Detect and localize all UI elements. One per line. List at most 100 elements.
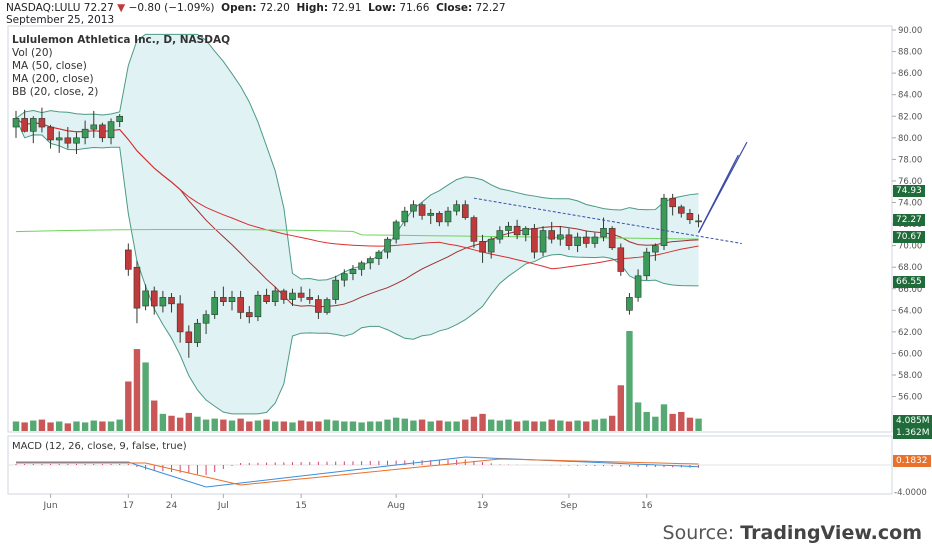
high-label: High: xyxy=(296,2,329,14)
volume-bar xyxy=(56,421,63,431)
volume-bar xyxy=(116,419,123,431)
volume-bar xyxy=(488,419,495,431)
candle-body xyxy=(150,290,158,307)
breakout-arrow-2 xyxy=(698,141,748,233)
volume-bar xyxy=(462,419,469,431)
candle-body xyxy=(375,251,383,259)
volume-bar xyxy=(349,421,357,431)
volume-bar xyxy=(107,421,115,431)
candle-body xyxy=(487,238,495,253)
open-label: Open: xyxy=(221,2,257,14)
candle-body xyxy=(582,236,590,244)
volume-bar xyxy=(513,421,521,431)
x-tick-label: Jun xyxy=(43,501,58,511)
candle-body xyxy=(202,314,210,324)
volume-bar xyxy=(600,418,607,431)
candle-body xyxy=(565,234,573,246)
volume-bar xyxy=(315,421,322,431)
open-value: 72.20 xyxy=(259,2,290,14)
volume-bar xyxy=(254,420,262,431)
candle-body xyxy=(133,266,141,309)
price-change: −0.80 (−1.09%) xyxy=(128,2,215,14)
bollinger-lower xyxy=(15,118,699,415)
candle-body xyxy=(677,206,685,214)
volume-tag: 1.362M xyxy=(893,427,932,439)
candle-body xyxy=(557,234,564,240)
legend-bb[interactable]: BB (20, close, 2) xyxy=(12,86,99,98)
macd-tick-label: -4.0000 xyxy=(894,488,927,498)
volume-bar xyxy=(159,413,167,431)
candle-body xyxy=(81,128,89,139)
candle-body xyxy=(470,217,478,242)
candle-body xyxy=(366,258,374,264)
y-tick-label: 84.00 xyxy=(898,91,922,101)
candle-body xyxy=(444,210,452,223)
candle-body xyxy=(608,228,616,249)
volume-bar xyxy=(367,421,374,431)
volume-bar xyxy=(12,421,20,431)
y-tick-label: 74.00 xyxy=(898,199,922,209)
candle-body xyxy=(254,294,262,318)
macd-legend[interactable]: MACD (12, 26, close, 9, false, true) xyxy=(12,441,187,452)
volume-bar xyxy=(228,420,236,431)
candle-body xyxy=(47,126,54,141)
candle-body xyxy=(591,236,599,244)
volume-bar xyxy=(168,415,175,431)
price-tag: 72.27 xyxy=(893,214,925,227)
low-value: 71.66 xyxy=(399,2,430,14)
symbol-header: NASDAQ:LULU 72.27 ▼ −0.80 (−1.09%) Open:… xyxy=(6,2,506,14)
macd-value-tag: 0.1832 xyxy=(893,455,931,467)
source-credit: Source: TradingView.com xyxy=(663,522,922,544)
candle-body xyxy=(600,228,607,238)
y-tick-label: 70.00 xyxy=(898,242,922,252)
candle-body xyxy=(280,290,288,300)
instrument-name: Lululemon Athletica Inc., D, NASDAQ xyxy=(12,34,231,46)
candle-body xyxy=(315,299,322,313)
volume-bar xyxy=(565,421,573,431)
candle-body xyxy=(21,118,28,132)
volume-bar xyxy=(410,420,417,431)
candle-body xyxy=(686,212,694,221)
volume-bar xyxy=(427,421,434,431)
candle-body xyxy=(384,238,391,253)
legend-volume[interactable]: Vol (20) xyxy=(12,47,53,59)
volume-bar xyxy=(211,418,218,431)
x-tick-label: Sep xyxy=(560,501,577,511)
candle-body xyxy=(176,303,184,333)
volume-bar xyxy=(591,419,599,431)
x-tick-label: 19 xyxy=(477,501,489,511)
y-tick-label: 86.00 xyxy=(898,69,922,79)
candle-body xyxy=(539,230,547,253)
volume-bar xyxy=(358,422,365,431)
candle-body xyxy=(643,251,651,277)
volume-bar xyxy=(237,418,244,431)
y-tick-label: 58.00 xyxy=(898,371,922,381)
volume-bar xyxy=(220,419,227,431)
volume-bar xyxy=(548,419,555,431)
candle-body xyxy=(289,292,296,300)
source-prefix: Source: xyxy=(662,522,741,544)
candle-body xyxy=(245,312,253,318)
legend-ma50[interactable]: MA (50, close) xyxy=(12,60,87,72)
x-tick-label: Jul xyxy=(217,501,229,511)
candle-body xyxy=(418,204,426,216)
candle-body xyxy=(479,241,486,253)
candle-body xyxy=(513,225,521,236)
volume-bar xyxy=(194,416,201,431)
volume-bar xyxy=(202,419,210,431)
symbol-price: NASDAQ:LULU 72.27 xyxy=(6,2,114,14)
legend-ma200[interactable]: MA (200, close) xyxy=(12,73,94,85)
volume-bar xyxy=(384,419,391,431)
y-tick-label: 88.00 xyxy=(898,48,922,58)
x-tick-label: 15 xyxy=(295,501,306,511)
candle-body xyxy=(306,297,314,300)
candle-body xyxy=(349,269,357,274)
volume-bar xyxy=(444,421,452,431)
y-tick-label: 64.00 xyxy=(898,306,922,316)
volume-bar xyxy=(557,420,564,431)
volume-bar xyxy=(678,411,685,431)
candle-body xyxy=(634,275,642,298)
candle-body xyxy=(99,124,106,139)
